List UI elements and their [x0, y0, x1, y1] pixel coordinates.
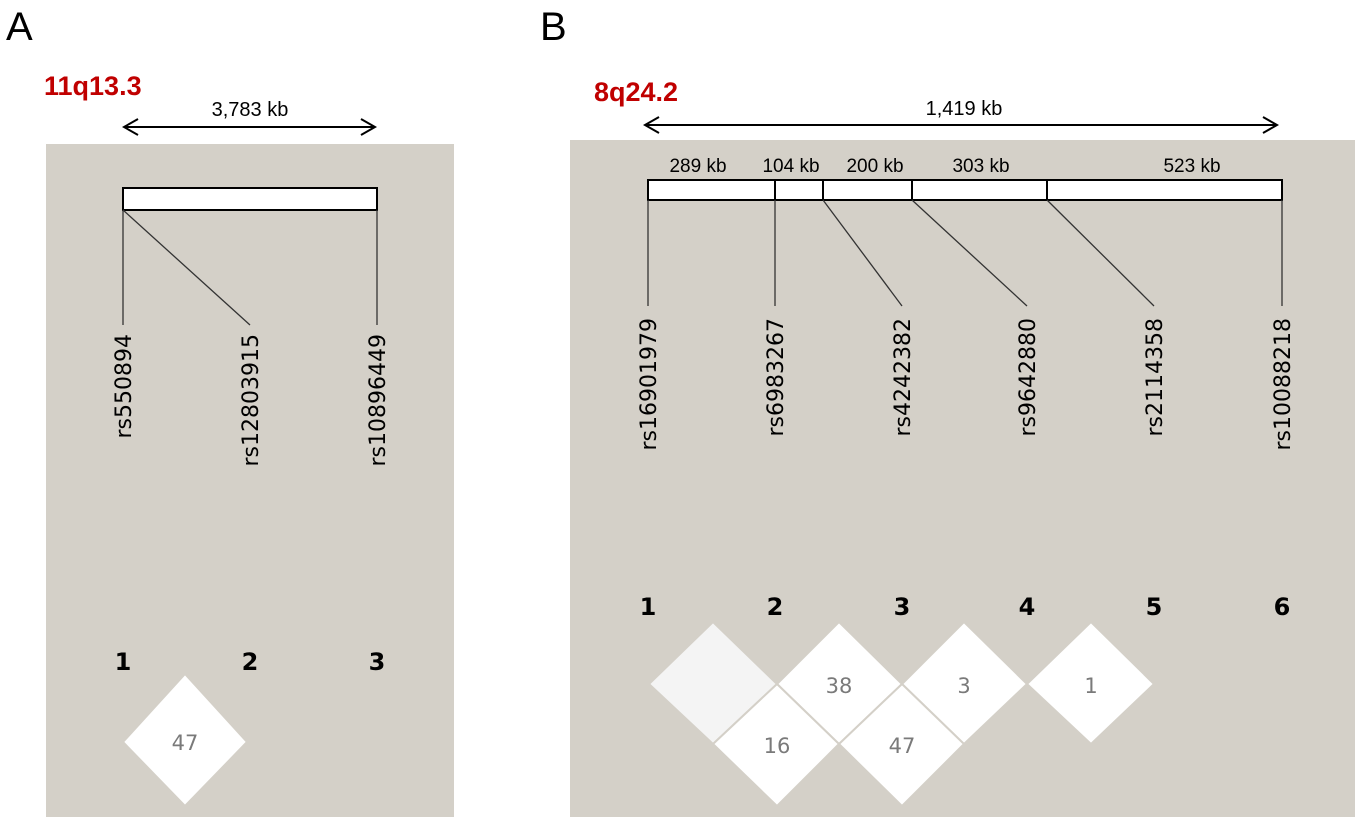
panel-b-connectors	[647, 199, 1283, 307]
panel-a-span-label: 3,783 kb	[212, 99, 289, 121]
panel-b-ld-value-4-5: 1	[1084, 674, 1097, 698]
panel-b-snp-name-6: rs10088218	[1271, 318, 1296, 450]
panel-a-ld-value-1-2: 47	[172, 731, 199, 755]
panel-b: B 8q24.2 1,419 kb 289 kb 104 kb 200 kb 3…	[540, 5, 1355, 817]
panel-b-snp-name-4: rs9642880	[1016, 318, 1041, 437]
panel-b-snp-name-5: rs2114358	[1143, 318, 1168, 437]
panel-b-segment-label-2: 104 kb	[762, 156, 819, 177]
panel-b-ld-value-2-4: 47	[889, 734, 916, 758]
panel-a-snp-name-2: rs12803915	[239, 334, 264, 466]
panel-b-snp-index-2: 2	[767, 593, 784, 621]
panel-b-snp-index-5: 5	[1146, 593, 1163, 621]
panel-a-snp-index-2: 2	[242, 648, 259, 676]
panel-b-ld-value-3-4: 3	[957, 674, 970, 698]
panel-a-snp-name-3: rs10896449	[366, 334, 391, 466]
panel-b-letter: B	[540, 5, 567, 49]
panel-b-segment-label-4: 303 kb	[952, 156, 1009, 177]
panel-b-snp-index-3: 3	[894, 593, 911, 621]
panel-b-segment-label-5: 523 kb	[1163, 156, 1220, 177]
panel-b-segment-label-3: 200 kb	[846, 156, 903, 177]
panel-a-snp-index-1: 1	[115, 648, 132, 676]
panel-b-map-ticks	[774, 180, 1048, 200]
panel-b-ld-cell-2-4	[837, 682, 966, 808]
panel-a-snp-name-1: rs550894	[112, 334, 137, 439]
panel-a-background	[46, 144, 454, 817]
panel-b-segment-label-1: 289 kb	[669, 156, 726, 177]
panel-b-region-label: 8q24.2	[594, 77, 678, 107]
panel-b-snp-name-1: rs16901979	[637, 318, 662, 450]
panel-b-span-arrow	[642, 116, 1280, 134]
panel-a-ld-cell-1-2	[121, 672, 249, 808]
panel-b-ld-cell-1-3	[711, 682, 841, 808]
panel-b-snp-index-6: 6	[1274, 593, 1291, 621]
panel-a-region-label: 11q13.3	[44, 71, 142, 101]
panel-a-connectors	[122, 209, 378, 326]
panel-b-map-bar	[647, 179, 1283, 201]
panel-a-ld-matrix: 47	[121, 672, 249, 808]
panel-b-snp-name-3: rs4242382	[891, 318, 916, 437]
panel-b-ld-value-1-3: 16	[764, 734, 791, 758]
panel-b-ld-cell-4-5	[1025, 620, 1156, 746]
panel-a-span-arrow	[121, 118, 378, 136]
panel-b-ld-value-2-3: 38	[826, 674, 853, 698]
panel-b-snp-name-2: rs6983267	[764, 318, 789, 437]
panel-a: A 11q13.3 3,783 kb rs550894 rs12803915 r…	[6, 5, 454, 817]
panel-b-snp-index-4: 4	[1019, 593, 1036, 621]
panel-a-map-bar	[122, 187, 378, 211]
panel-b-snp-index-1: 1	[640, 593, 657, 621]
panel-a-letter: A	[6, 5, 33, 49]
panel-a-snp-index-3: 3	[369, 648, 386, 676]
panel-b-ld-matrix: 38 3 1 16 47	[647, 620, 1156, 808]
panel-b-span-label: 1,419 kb	[926, 98, 1003, 120]
